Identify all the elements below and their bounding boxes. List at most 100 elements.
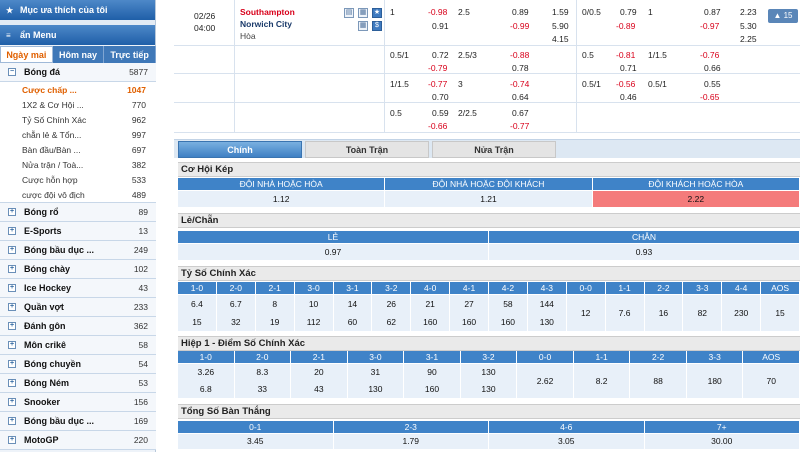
sport-item[interactable]: + MotoGP 220 <box>0 431 156 450</box>
sport-item[interactable]: + Snooker 156 <box>0 393 156 412</box>
odds-pair[interactable]: 14 60 <box>333 295 373 331</box>
money-icon[interactable]: $ <box>372 21 382 31</box>
odds-cell[interactable]: 33 <box>257 384 268 394</box>
odds-cell[interactable]: 0.78 <box>512 63 529 73</box>
odds-cell[interactable]: -0.74 <box>510 79 530 89</box>
odds-cell[interactable]: 180 <box>686 364 744 398</box>
odds-cell[interactable]: 160 <box>500 317 516 327</box>
odds-cell[interactable]: 12 <box>566 295 606 331</box>
odds-cell[interactable]: 58 <box>503 299 513 309</box>
odds-cell[interactable]: 20 <box>314 367 324 377</box>
collapse-icon[interactable]: − <box>8 68 16 76</box>
grid-icon[interactable]: ▦ <box>358 8 368 18</box>
expand-icon[interactable]: + <box>8 303 16 311</box>
odds-cell[interactable]: -0.65 <box>700 92 720 102</box>
odds-cell[interactable]: 0.67 <box>512 108 529 118</box>
odds-cell[interactable]: 19 <box>269 317 280 327</box>
odds-cell[interactable]: 60 <box>347 317 358 327</box>
odds-cell[interactable]: 1.12 <box>178 191 386 207</box>
odds-pair[interactable]: 8.3 33 <box>234 364 292 398</box>
expand-icon[interactable]: + <box>8 227 16 235</box>
sport-item[interactable]: + Quần vợt 233 <box>0 298 156 317</box>
sport-item[interactable]: + Ice Hockey 43 <box>0 279 156 298</box>
expand-icon[interactable]: + <box>8 379 16 387</box>
odds-cell[interactable]: -0.79 <box>428 63 448 73</box>
sport-item[interactable]: + Đánh gôn 362 <box>0 317 156 336</box>
expand-icon[interactable]: + <box>8 360 16 368</box>
submenu-item[interactable]: Bàn đầu/Bàn ... 697 <box>0 142 156 157</box>
favorites-header[interactable]: ★ Mục ưa thích của tôi <box>0 0 155 20</box>
odds-cell[interactable]: -0.76 <box>700 50 720 60</box>
odds-cell[interactable]: 27 <box>464 299 474 309</box>
submenu-item[interactable]: Cược hỗn hợp 533 <box>0 172 156 187</box>
odds-cell[interactable]: 5.90 <box>552 21 569 31</box>
odds-cell[interactable]: 62 <box>386 317 397 327</box>
sport-item[interactable]: + E-Sports 13 <box>0 222 156 241</box>
expand-icon[interactable]: + <box>8 246 16 254</box>
home-team[interactable]: Southampton <box>240 7 295 17</box>
odds-pair[interactable]: 20 43 <box>291 364 348 398</box>
expand-icon[interactable]: + <box>8 265 16 273</box>
odds-cell[interactable]: -0.56 <box>616 79 636 89</box>
odds-cell[interactable]: -0.99 <box>510 21 530 31</box>
sport-item[interactable]: + Bóng rổ 89 <box>0 203 156 222</box>
odds-cell[interactable]: -0.89 <box>616 21 636 31</box>
odds-cell[interactable]: 0.97 <box>178 244 489 260</box>
odds-pair[interactable]: 6.4 15 <box>178 295 217 331</box>
odds-cell[interactable]: 144 <box>539 299 554 309</box>
odds-cell[interactable]: 160 <box>424 384 440 394</box>
odds-cell[interactable]: 0.64 <box>512 92 529 102</box>
odds-cell[interactable]: 3.05 <box>489 434 645 449</box>
submenu-item[interactable]: chẵn lẻ & Tổn... 997 <box>0 127 156 142</box>
odds-cell[interactable]: 90 <box>427 367 437 377</box>
odds-cell[interactable]: 1.21 <box>385 191 593 207</box>
odds-cell[interactable]: 1.79 <box>333 434 489 449</box>
odds-cell-highlighted[interactable]: 2.22 <box>592 191 800 207</box>
odds-pair[interactable]: 58 160 <box>489 295 528 331</box>
submenu-item[interactable]: Tỷ Số Chính Xác 962 <box>0 112 156 127</box>
odds-cell[interactable]: 8.2 <box>573 364 631 398</box>
odds-cell[interactable]: 15 <box>761 295 800 331</box>
odds-cell[interactable]: 0.91 <box>432 21 449 31</box>
submenu-item[interactable]: Nửa trận / Toà... 382 <box>0 157 156 172</box>
tab-live[interactable]: Trực tiếp <box>104 46 157 63</box>
odds-pair[interactable]: 130 130 <box>460 364 518 398</box>
odds-cell[interactable]: 0.71 <box>620 63 637 73</box>
odds-cell[interactable]: 8 <box>272 299 278 309</box>
odds-cell[interactable]: 0.93 <box>489 244 800 260</box>
sport-item[interactable]: + Bóng bầu dục ... 249 <box>0 241 156 260</box>
odds-cell[interactable]: 31 <box>370 367 381 377</box>
odds-pair[interactable]: 27 160 <box>450 295 489 331</box>
sport-item[interactable]: + Môn crikê 58 <box>0 336 156 355</box>
odds-cell[interactable]: 0.89 <box>512 7 529 17</box>
expand-icon[interactable]: + <box>8 284 16 292</box>
odds-cell[interactable]: 0.55 <box>704 79 721 89</box>
odds-pair[interactable]: 90 160 <box>404 364 461 398</box>
odds-cell[interactable]: -0.97 <box>700 21 720 31</box>
odds-cell[interactable]: 3.26 <box>197 367 215 377</box>
odds-cell[interactable]: 0.79 <box>620 7 637 17</box>
odds-cell[interactable]: -0.77 <box>510 121 530 131</box>
odds-cell[interactable]: 0.87 <box>704 7 721 17</box>
submenu-item[interactable]: Cược chấp ... 1047 <box>0 82 156 97</box>
odds-cell[interactable]: 30.00 <box>644 434 800 449</box>
odds-cell[interactable]: 2.25 <box>740 34 757 44</box>
expand-icon[interactable]: + <box>8 322 16 330</box>
odds-cell[interactable]: 7.6 <box>605 295 645 331</box>
odds-cell[interactable]: 32 <box>231 317 241 327</box>
odds-pair[interactable]: 3.26 6.8 <box>178 364 235 398</box>
odds-cell[interactable]: 0.70 <box>432 92 449 102</box>
sport-item[interactable]: + Bóng Ném 53 <box>0 374 156 393</box>
menu-toggle[interactable]: ≡ ẩn Menu <box>0 25 155 45</box>
odds-cell[interactable]: 130 <box>481 367 496 377</box>
odds-pair[interactable]: 10 112 <box>294 295 334 331</box>
odds-cell[interactable]: 5.30 <box>740 21 757 31</box>
stats-icon[interactable]: ▤ <box>344 8 354 18</box>
odds-cell[interactable]: -0.77 <box>428 79 448 89</box>
odds-cell[interactable]: 3.45 <box>178 434 334 449</box>
odds-cell[interactable]: -0.81 <box>616 50 636 60</box>
odds-cell[interactable]: 15 <box>192 317 202 327</box>
odds-cell[interactable]: 130 <box>368 384 383 394</box>
odds-cell[interactable]: 10 <box>308 299 319 309</box>
odds-cell[interactable]: 21 <box>425 299 435 309</box>
